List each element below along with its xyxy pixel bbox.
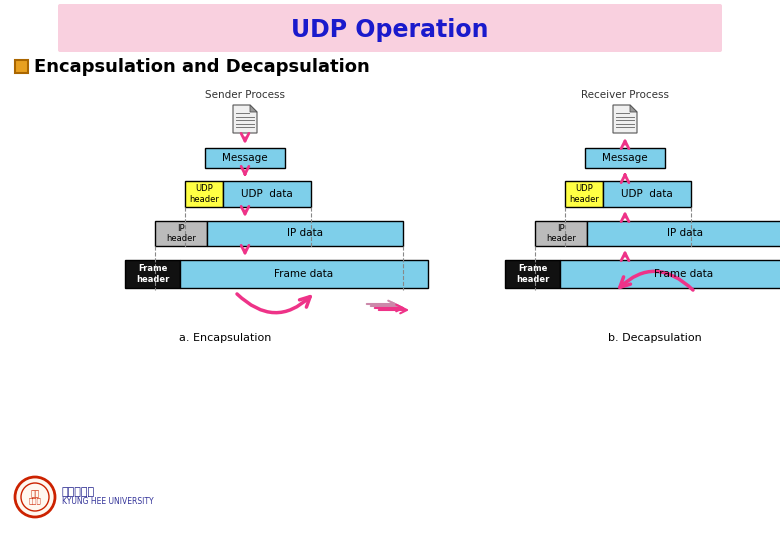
Text: b. Decapsulation: b. Decapsulation [608, 333, 702, 343]
Text: Message: Message [222, 153, 268, 163]
FancyArrowPatch shape [379, 307, 407, 313]
Polygon shape [233, 105, 257, 133]
Bar [505, 260, 560, 288]
Text: IP
header: IP header [546, 224, 576, 243]
FancyArrowPatch shape [367, 301, 395, 307]
Bar [15, 60, 28, 73]
Text: Frame data: Frame data [275, 269, 334, 279]
Text: 경희: 경희 [30, 489, 40, 498]
Bar [180, 260, 428, 288]
Circle shape [15, 477, 55, 517]
Bar [587, 221, 780, 246]
Text: Encapsulation and Decapsulation: Encapsulation and Decapsulation [34, 58, 370, 76]
Bar [223, 181, 311, 207]
Bar [205, 148, 285, 168]
Text: Sender Process: Sender Process [205, 90, 285, 100]
Text: KYUNG HEE UNIVERSITY: KYUNG HEE UNIVERSITY [62, 497, 154, 507]
Text: Frame
header: Frame header [136, 264, 169, 284]
Polygon shape [250, 105, 257, 112]
Text: UDP Operation: UDP Operation [291, 18, 489, 42]
FancyArrowPatch shape [374, 305, 403, 312]
Text: IP data: IP data [667, 228, 703, 239]
Polygon shape [613, 105, 637, 133]
Bar [155, 221, 207, 246]
Bar [185, 181, 223, 207]
Bar [565, 181, 603, 207]
Bar [603, 181, 691, 207]
Text: UDP  data: UDP data [241, 189, 292, 199]
Text: IP
header: IP header [166, 224, 196, 243]
Text: Receiver Process: Receiver Process [581, 90, 669, 100]
Bar [585, 148, 665, 168]
Text: UDP
header: UDP header [189, 184, 219, 204]
Bar [535, 221, 587, 246]
Text: UDP  data: UDP data [621, 189, 673, 199]
FancyArrowPatch shape [237, 294, 310, 313]
FancyArrowPatch shape [370, 302, 399, 309]
Text: 경희대학교: 경희대학교 [62, 487, 95, 497]
Bar [560, 260, 780, 288]
Text: IP data: IP data [287, 228, 323, 239]
Polygon shape [630, 105, 637, 112]
Text: Message: Message [602, 153, 648, 163]
Text: UDP
header: UDP header [569, 184, 599, 204]
Bar [207, 221, 403, 246]
Text: 대학교: 대학교 [29, 498, 41, 504]
Text: Frame
header: Frame header [516, 264, 549, 284]
FancyBboxPatch shape [58, 4, 722, 52]
FancyArrowPatch shape [620, 271, 693, 290]
Text: Frame data: Frame data [654, 269, 714, 279]
Bar [125, 260, 180, 288]
Text: a. Encapsulation: a. Encapsulation [179, 333, 271, 343]
